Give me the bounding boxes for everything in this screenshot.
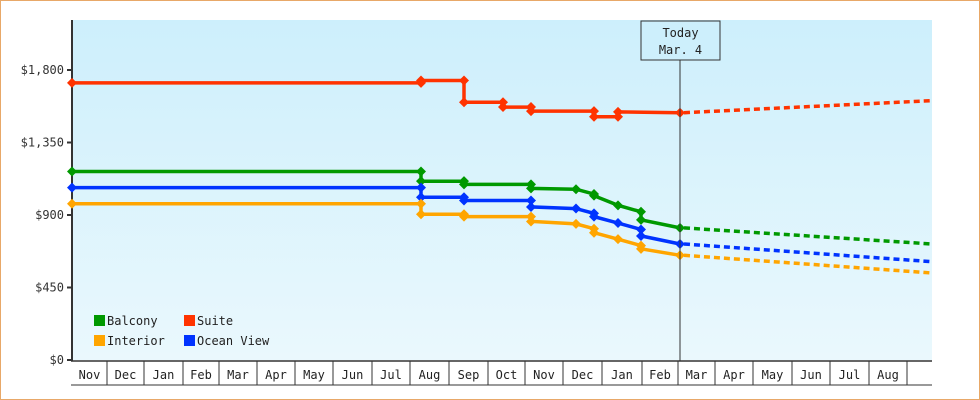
y-tick-label: $900 [35, 208, 64, 222]
data-point-marker[interactable] [416, 75, 426, 86]
data-point-marker[interactable] [589, 227, 599, 238]
data-point-marker[interactable] [526, 216, 536, 227]
data-point-marker[interactable] [589, 106, 599, 117]
legend: Balcony Suite Interior Ocean View [94, 314, 270, 348]
today-marker: Today Mar. 4 [640, 20, 721, 361]
data-point-marker[interactable] [589, 211, 599, 222]
data-point-marker[interactable] [526, 195, 536, 206]
forecast-line [683, 226, 933, 246]
data-point-marker[interactable] [459, 179, 469, 190]
data-point-marker[interactable] [67, 182, 77, 193]
series-suite [67, 75, 933, 122]
forecast-line [683, 98, 933, 115]
y-tick-label: $0 [50, 353, 64, 367]
month-label: Feb [190, 368, 212, 382]
month-label: Jan [153, 368, 175, 382]
month-label: Jun [342, 368, 364, 382]
legend-label: Ocean View [197, 334, 270, 348]
today-label-line1: Today [662, 26, 698, 40]
legend-item-suite: Suite [184, 314, 233, 328]
data-point-marker[interactable] [526, 183, 536, 194]
month-label: Apr [723, 368, 745, 382]
month-label: Dec [572, 368, 594, 382]
legend-label: Suite [197, 314, 233, 328]
data-point-marker[interactable] [571, 203, 581, 214]
data-point-marker[interactable] [416, 166, 426, 177]
y-tick-label: $450 [35, 281, 64, 295]
series-balcony [67, 166, 933, 246]
month-label: Nov [533, 368, 555, 382]
month-label: Mar [227, 368, 249, 382]
month-label: Oct [496, 368, 518, 382]
data-point-marker[interactable] [526, 106, 536, 117]
month-label: Sep [458, 368, 480, 382]
data-point-marker[interactable] [416, 198, 426, 209]
data-point-marker[interactable] [459, 195, 469, 206]
legend-label: Balcony [107, 314, 158, 328]
month-label: Mar [686, 368, 708, 382]
data-point-marker[interactable] [416, 192, 426, 203]
y-tick-label: $1,350 [21, 136, 64, 150]
data-point-marker[interactable] [526, 201, 536, 212]
series-ocean-view [67, 182, 933, 264]
legend-swatch [184, 315, 195, 326]
data-point-marker[interactable] [67, 166, 77, 177]
data-point-marker[interactable] [571, 184, 581, 195]
data-point-marker[interactable] [613, 200, 623, 211]
data-point-marker[interactable] [636, 230, 646, 241]
data-point-marker[interactable] [589, 190, 599, 201]
month-label: Jun [800, 368, 822, 382]
data-point-marker[interactable] [636, 224, 646, 235]
month-label: May [303, 368, 325, 382]
month-label: Aug [877, 368, 899, 382]
plot-area [72, 20, 932, 360]
today-date-label: Mar. 4 [659, 43, 702, 57]
data-point-marker[interactable] [416, 182, 426, 193]
series-interior [67, 198, 933, 275]
forecast-line [683, 242, 933, 264]
today-label-box [640, 20, 721, 61]
legend-item-balcony: Balcony [94, 314, 158, 328]
data-point-marker[interactable] [459, 97, 469, 108]
data-point-marker[interactable] [636, 243, 646, 254]
y-tick-label: $1,800 [21, 63, 64, 77]
data-point-marker[interactable] [589, 111, 599, 122]
month-label: Apr [265, 368, 287, 382]
month-label: Jul [380, 368, 402, 382]
y-axis: $0 $450 $900 $1,350 $1,800 [21, 20, 73, 367]
data-point-marker[interactable] [571, 218, 581, 229]
data-point-marker[interactable] [636, 206, 646, 217]
x-axis: Nov Dec Jan Feb Mar Apr May Jun Jul Aug Sep Oct Nov D… [71, 360, 932, 386]
legend-swatch [184, 335, 195, 346]
legend-item-interior: Interior [94, 334, 165, 348]
data-point-marker[interactable] [416, 176, 426, 187]
series-lines [67, 75, 933, 275]
data-point-marker[interactable] [613, 106, 623, 117]
data-point-marker[interactable] [459, 211, 469, 222]
legend-swatch [94, 335, 105, 346]
data-point-marker[interactable] [67, 77, 77, 88]
data-point-marker[interactable] [613, 218, 623, 229]
legend-label: Interior [107, 334, 165, 348]
month-label: May [762, 368, 784, 382]
month-label: Jul [839, 368, 861, 382]
forecast-line [683, 253, 933, 275]
data-point-marker[interactable] [416, 209, 426, 220]
month-label: Dec [115, 368, 137, 382]
data-point-marker[interactable] [498, 102, 508, 113]
month-label: Nov [79, 368, 101, 382]
data-point-marker[interactable] [613, 234, 623, 245]
month-label: Aug [419, 368, 441, 382]
month-label: Feb [649, 368, 671, 382]
legend-item-ocean-view: Ocean View [184, 334, 270, 348]
data-point-marker[interactable] [636, 214, 646, 225]
legend-swatch [94, 315, 105, 326]
data-point-marker[interactable] [67, 198, 77, 209]
data-point-marker[interactable] [459, 75, 469, 86]
month-label: Jan [611, 368, 633, 382]
